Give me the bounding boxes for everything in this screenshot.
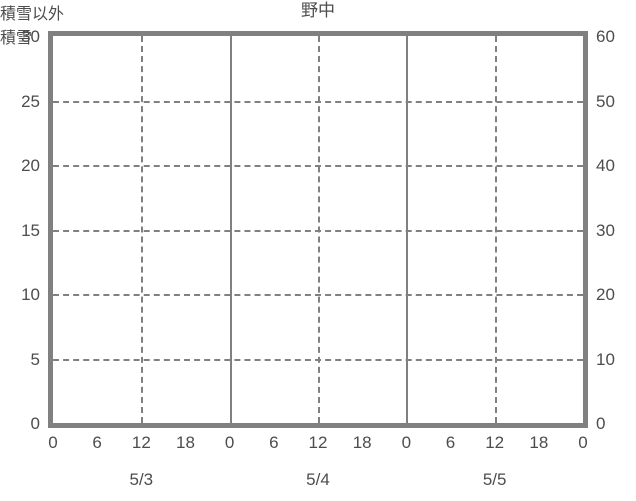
y-axis-right-tick-label: 40	[596, 156, 615, 175]
y-axis-left-tick-label: 15	[21, 220, 40, 240]
y-axis-right-tick-label: 60	[596, 27, 615, 46]
y-axis-left-tick-label: 0	[30, 414, 40, 433]
x-axis-tick-label: 0	[578, 433, 588, 452]
plot-area	[48, 31, 588, 428]
x-axis-tick-label: 12	[131, 433, 151, 452]
x-axis-tick-label: 18	[176, 433, 195, 452]
vertical-gridline	[318, 36, 320, 423]
x-axis-tick-label: 0	[401, 433, 412, 452]
y-axis-right-tick-label: 0	[596, 414, 606, 433]
x-axis-tick-label: 0	[224, 433, 235, 452]
y-axis-left-tick-label: 25	[21, 91, 40, 111]
x-axis-tick-label: 0	[48, 433, 58, 452]
x-axis-tick-label: 12	[308, 433, 328, 452]
y-axis-right-tick-label: 30	[596, 220, 615, 240]
y-axis-left-tick-label: 5	[30, 349, 40, 369]
y-axis-right-tick-label: 50	[596, 91, 615, 111]
plot-inner	[53, 36, 583, 423]
x-axis-tick-label: 6	[269, 433, 279, 452]
vertical-gridline	[494, 36, 497, 423]
vertical-gridline	[141, 36, 144, 423]
left-axis-unit-label: 積雪以外	[0, 6, 65, 23]
x-axis-tick-label: 18	[352, 433, 372, 452]
y-axis-left-tick-label: 20	[21, 156, 40, 175]
y-axis-left-tick-label: 10	[21, 285, 40, 304]
day-separator-line	[229, 36, 232, 423]
x-axis-tick-label: 12	[485, 433, 505, 452]
y-axis-right-tick-label: 10	[596, 349, 615, 369]
right-axis-unit-label: 積雪	[0, 30, 33, 47]
y-axis-left-tick-label: 30	[21, 27, 40, 46]
x-axis-day-label: 5/4	[306, 470, 330, 489]
x-axis-day-label: 5/5	[482, 470, 507, 489]
y-axis-right-tick-label: 20	[596, 285, 615, 304]
chart-title: 野中	[301, 1, 335, 20]
x-axis-tick-label: 18	[529, 433, 549, 452]
x-axis-day-label: 5/3	[129, 470, 154, 489]
x-axis-tick-label: 6	[92, 433, 102, 452]
x-axis-tick-label: 6	[445, 433, 456, 452]
day-separator-line	[406, 36, 409, 423]
